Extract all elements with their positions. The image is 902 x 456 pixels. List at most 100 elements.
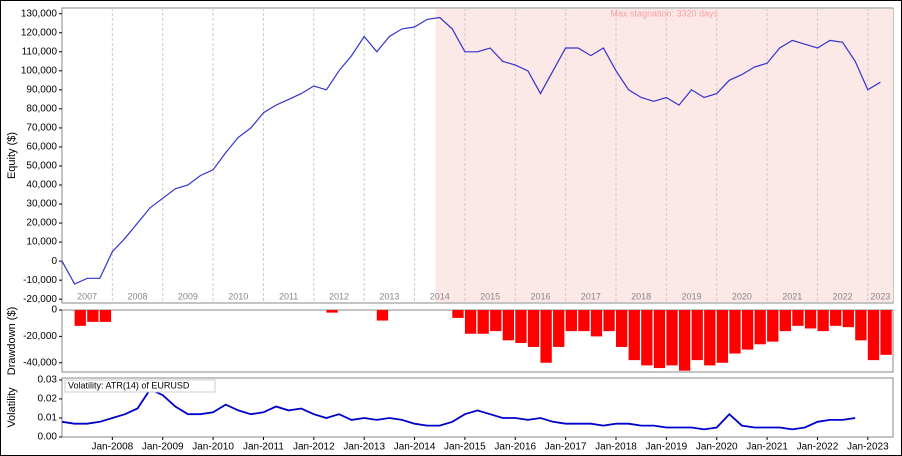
bar [729,310,741,354]
x-tick-label: 2007 [77,291,97,301]
bar [578,310,590,332]
bar [502,310,515,341]
x-tick-label: 2008 [128,291,148,301]
y-tick-label: 60,000 [26,142,57,153]
bar [376,310,389,321]
x-tick-label: Jan-2010 [192,442,234,453]
bar [741,310,754,350]
y-axis-label: Volatility [6,387,18,428]
y-axis-label: Drawdown ($) [6,307,18,375]
y-tick-label: 120,000 [21,27,58,38]
x-tick-label: Jan-2023 [847,442,889,453]
bar [99,310,112,322]
line-series [61,388,856,431]
x-tick-label: 2013 [379,291,399,301]
bar [527,310,540,347]
bar [477,310,489,334]
x-tick-label: 2011 [279,291,298,301]
x-tick-label: 2018 [631,291,651,301]
bar [666,310,678,366]
x-tick-label: Jan-2012 [293,442,335,453]
y-tick-label: 0 [51,256,57,267]
x-tick-label: 2012 [329,291,349,301]
y-tick-label: 110,000 [22,46,58,57]
x-tick-label: 2014 [430,291,450,301]
x-tick-label: 2016 [530,291,550,301]
bar [704,310,716,366]
y-axis-label: Equity ($) [6,132,18,179]
bar [691,310,703,361]
x-tick-label: Jan-2014 [394,442,436,453]
bar [590,310,603,337]
y-tick-label: 0 [51,305,57,316]
x-tick-label: Jan-2009 [142,442,184,453]
bar [830,310,842,326]
y-tick-label: 20,000 [26,218,57,229]
x-tick-label: 2023 [870,291,890,301]
bar [515,310,527,343]
annotation: Max stagnation: 3320 days [610,8,718,18]
y-tick-label: 70,000 [26,123,57,134]
bar [603,310,615,332]
x-tick-label: 2009 [178,291,198,301]
y-tick-label: 0.00 [38,432,58,443]
bar [653,310,666,369]
bar [87,310,99,322]
x-tick-label: Jan-2022 [797,442,839,453]
y-tick-label: 90,000 [26,84,57,95]
legend-box [64,379,216,393]
y-tick-label: 130,000 [21,8,58,19]
y-tick-label: -10,000 [23,275,57,286]
y-tick-label: 0.01 [38,413,58,424]
y-tick-label: 10,000 [26,237,57,248]
y-tick-label: 0.03 [38,375,58,386]
bar [464,310,477,334]
x-tick-label: Jan-2013 [343,442,385,453]
bar [678,310,691,371]
y-tick-label: 40,000 [26,180,57,191]
bar [490,310,502,332]
legend-entry: Volatility: ATR(14) of EURUSD [68,380,190,390]
bar [452,310,464,318]
y-tick-label: -20,000 [23,331,57,342]
stagnation-region [435,9,893,302]
bar [842,310,854,328]
x-tick-label: 2010 [228,291,248,301]
y-tick-label: 0.02 [38,394,58,405]
line-series [61,16,881,285]
bar [540,310,552,363]
y-tick-label: 100,000 [21,65,58,76]
bar [716,310,729,363]
y-tick-label: 80,000 [26,104,57,115]
y-tick-label: -20,000 [23,294,57,305]
x-tick-label: Jan-2008 [92,442,134,453]
bar [565,310,577,332]
x-tick-label: Jan-2015 [444,442,486,453]
bar [855,310,867,341]
bar [867,310,880,361]
bar [767,310,779,342]
bar [817,310,829,332]
x-tick-label: Jan-2021 [746,442,788,453]
x-tick-label: 2019 [682,291,702,301]
x-tick-label: Jan-2020 [696,442,738,453]
x-tick-label: Jan-2018 [595,442,637,453]
bar [628,310,640,361]
bar [326,310,338,313]
y-tick-label: -40,000 [23,357,57,368]
x-tick-label: 2020 [732,291,752,301]
x-tick-label: 2017 [581,291,601,301]
bar [804,310,817,329]
bar [553,310,565,347]
x-tick-label: Jan-2019 [646,442,688,453]
bar [754,310,766,345]
x-tick-label: 2022 [833,291,853,301]
x-tick-label: Jan-2017 [545,442,587,453]
x-tick-label: 2021 [782,291,802,301]
x-tick-label: 2015 [480,291,500,301]
bar [779,310,792,332]
bar [792,310,804,326]
y-tick-label: 50,000 [26,161,57,172]
x-tick-label: Jan-2011 [243,442,284,453]
